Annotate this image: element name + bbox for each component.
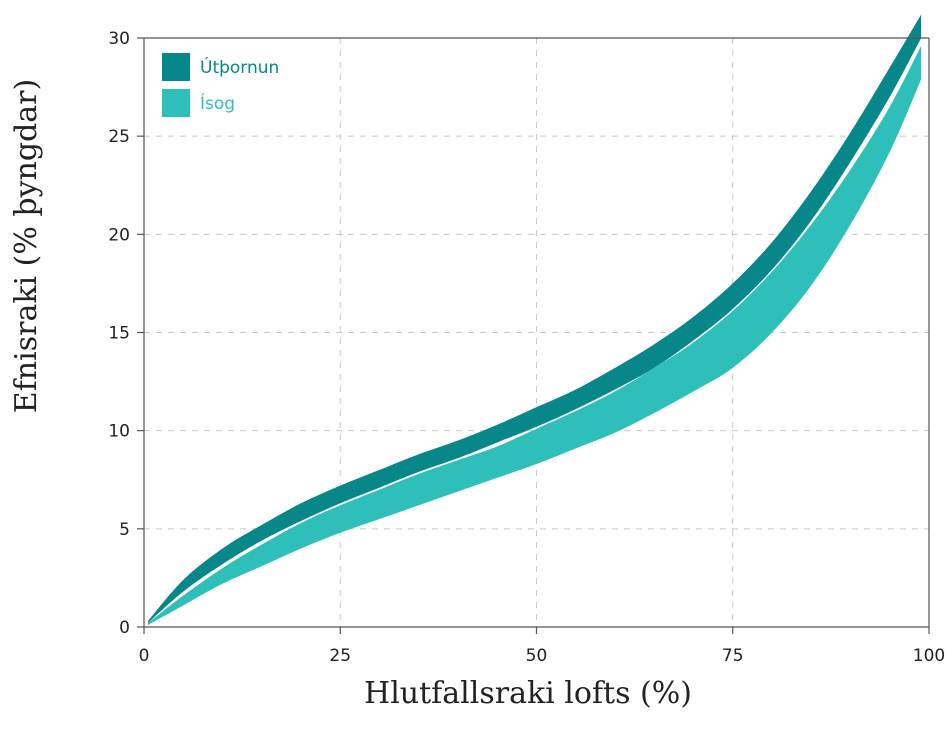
y-tick-label: 0 — [119, 618, 130, 638]
grid-lines — [144, 37, 929, 627]
series-band-1 — [147, 14, 922, 624]
x-tick-label: 100 — [913, 646, 945, 666]
tick-labels: 0 25 50 75 100 0 5 10 15 20 25 30 — [108, 29, 945, 666]
legend-label-2: Ísog — [200, 92, 235, 114]
data-bands — [147, 14, 922, 626]
y-tick-label: 20 — [108, 225, 130, 245]
y-tick-label: 5 — [119, 520, 130, 540]
axes — [137, 37, 930, 634]
x-tick-label: 0 — [139, 646, 150, 666]
y-tick-label: 10 — [108, 422, 130, 442]
x-tick-label: 50 — [526, 646, 548, 666]
y-tick-label: 30 — [108, 29, 130, 49]
legend-swatch-2 — [162, 89, 190, 117]
y-tick-label: 15 — [108, 324, 130, 344]
x-axis-title: Hlutfallsraki lofts (%) — [364, 676, 692, 711]
legend-swatch-1 — [162, 53, 190, 81]
y-tick-label: 25 — [108, 127, 130, 147]
legend: Útþornun Ísog — [162, 53, 279, 117]
y-axis-title: Efnisraki (% þyngdar) — [9, 79, 44, 413]
series-band-2 — [147, 45, 922, 626]
x-tick-label: 75 — [722, 646, 744, 666]
x-tick-label: 25 — [329, 646, 351, 666]
legend-label-1: Útþornun — [200, 56, 279, 78]
